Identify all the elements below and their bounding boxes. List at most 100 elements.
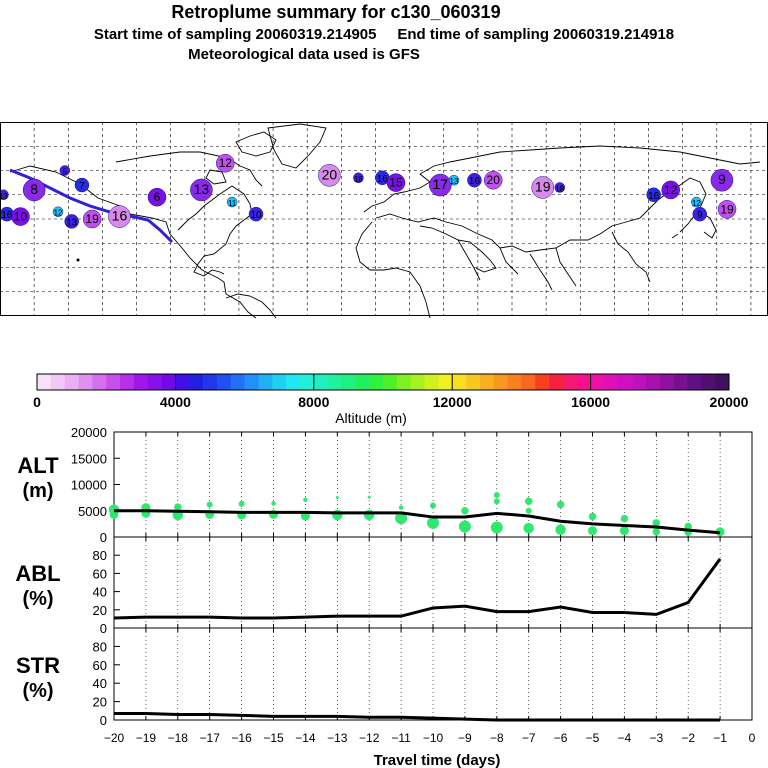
- altitude-scatter-point: [303, 497, 308, 502]
- colorbar-cell: [535, 374, 550, 390]
- altitude-scatter-point: [493, 498, 500, 505]
- x-tick-label: −18: [168, 731, 189, 745]
- africa-coast: [355, 221, 481, 319]
- altitude-scatter-point: [398, 505, 404, 510]
- x-tick-label: −12: [359, 731, 380, 745]
- colorbar-cell: [410, 374, 425, 390]
- altitude-scatter-point: [556, 500, 565, 509]
- x-tick-label: −15: [263, 731, 284, 745]
- plume-cluster: [386, 173, 406, 192]
- colorbar-cell: [604, 374, 619, 390]
- altitude-scatter-point: [523, 522, 534, 534]
- series-line: [114, 712, 721, 722]
- plume-cluster-label: 18: [354, 175, 363, 184]
- panel-ylabel-unit: (%): [22, 680, 53, 702]
- y-tick-label: 0: [100, 621, 107, 636]
- altitude-scatter-point: [652, 519, 661, 527]
- plume-cluster: [248, 206, 264, 222]
- plume-cluster: [74, 177, 90, 193]
- plume-cluster: [226, 196, 238, 208]
- plume-cluster-label: 11: [228, 199, 237, 208]
- colorbar-cell: [230, 374, 245, 390]
- altitude-scatter-point: [427, 516, 439, 529]
- altitude-scatter-point: [335, 496, 339, 500]
- altitude-scatter-point: [363, 509, 375, 521]
- altitude-scatter-point: [588, 526, 597, 536]
- colorbar-cell: [507, 374, 522, 390]
- plume-cluster-label: 6: [154, 190, 161, 204]
- colorbar-tick-label: 16000: [571, 394, 610, 410]
- colorbar-cell: [576, 374, 591, 390]
- plume-cluster: [467, 172, 482, 188]
- altitude-scatter-point: [332, 509, 343, 521]
- plume-cluster-label: 12: [54, 209, 63, 218]
- colorbar-cell: [396, 374, 411, 390]
- plume-cluster: [52, 206, 64, 217]
- x-tick-label: −5: [586, 731, 600, 745]
- plume-cluster-label: 17: [433, 176, 449, 192]
- y-tick-label: 5000: [78, 504, 107, 519]
- plume-cluster-label: 13: [450, 177, 459, 186]
- plume-cluster: [710, 168, 734, 192]
- colorbar-cell: [327, 374, 342, 390]
- plume-cluster-label: 13: [194, 181, 210, 197]
- x-tick-label: −10: [423, 731, 444, 745]
- panel-ylabel: ALT: [17, 453, 59, 478]
- x-tick-label: −16: [231, 731, 252, 745]
- x-tick-label: −7: [522, 731, 536, 745]
- colorbar-cell: [687, 374, 702, 390]
- colorbar-cell: [645, 374, 661, 390]
- colorbar-cell: [618, 374, 633, 390]
- colorbar-cell: [244, 374, 259, 390]
- plume-cluster-label: 20: [322, 166, 338, 182]
- plume-cluster-label: 19: [85, 212, 99, 226]
- x-tick-label: −11: [391, 731, 411, 745]
- x-tick-label: −19: [136, 731, 157, 745]
- met-data-note: Meteorological data used is GFS: [188, 46, 420, 63]
- altitude-scatter-point: [588, 512, 597, 521]
- colorbar-cell: [64, 374, 79, 390]
- south-america-coast: [225, 293, 277, 319]
- altitude-scatter-point: [367, 495, 371, 499]
- abl-panel: 80 60 40 20 0 ABL(%): [15, 536, 753, 636]
- y-tick-label: 40: [93, 676, 107, 691]
- plume-cluster: [318, 164, 341, 187]
- colorbar-cell: [493, 374, 508, 390]
- x-tick-label: 0: [749, 731, 756, 745]
- plume-cluster: [691, 196, 702, 208]
- x-tick-label: −13: [327, 731, 348, 745]
- plume-cluster: [717, 200, 737, 219]
- plume-cluster: [64, 214, 79, 229]
- altitude-scatter-point: [271, 501, 276, 506]
- colorbar-cell: [562, 374, 578, 390]
- colorbar-cell: [286, 374, 301, 390]
- alt-panel: 20000 15000 10000 5000 0 ALT(m): [17, 425, 753, 545]
- x-tick-label: −9: [458, 731, 472, 745]
- plume-cluster-label: 10: [250, 210, 262, 221]
- plume-cluster-label: 16: [469, 176, 481, 187]
- y-tick-label: 0: [100, 713, 107, 728]
- colorbar-cell: [424, 374, 439, 390]
- altitude-scatter-point: [684, 522, 692, 531]
- colorbar-cell: [549, 374, 564, 390]
- plume-cluster-label: 16: [648, 191, 660, 202]
- colorbar-cell: [161, 374, 176, 390]
- colorbar-cell: [203, 374, 218, 390]
- panel-ylabel-unit: (%): [22, 588, 53, 610]
- colorbar-tick-label: 8000: [298, 394, 329, 410]
- colorbar-tick-label: 4000: [160, 394, 191, 410]
- y-tick-label: 80: [93, 639, 107, 654]
- colorbar-label: Altitude (m): [335, 410, 407, 426]
- colorbar-cell: [466, 374, 481, 390]
- colorbar-cell: [78, 374, 93, 390]
- colorbar-tick-label: 12000: [433, 394, 472, 410]
- altitude-scatter-point: [524, 497, 533, 506]
- panel-frame: [113, 627, 753, 721]
- plume-cluster: [531, 176, 554, 199]
- altitude-colorbar: 0 4000 8000 12000 16000 20000 Altitude (m): [33, 373, 749, 426]
- altitude-scatter-point: [430, 502, 436, 509]
- colorbar-cell: [369, 374, 384, 390]
- x-axis-title: Travel time (days): [374, 752, 501, 768]
- plume-cluster-label: 12: [692, 199, 701, 208]
